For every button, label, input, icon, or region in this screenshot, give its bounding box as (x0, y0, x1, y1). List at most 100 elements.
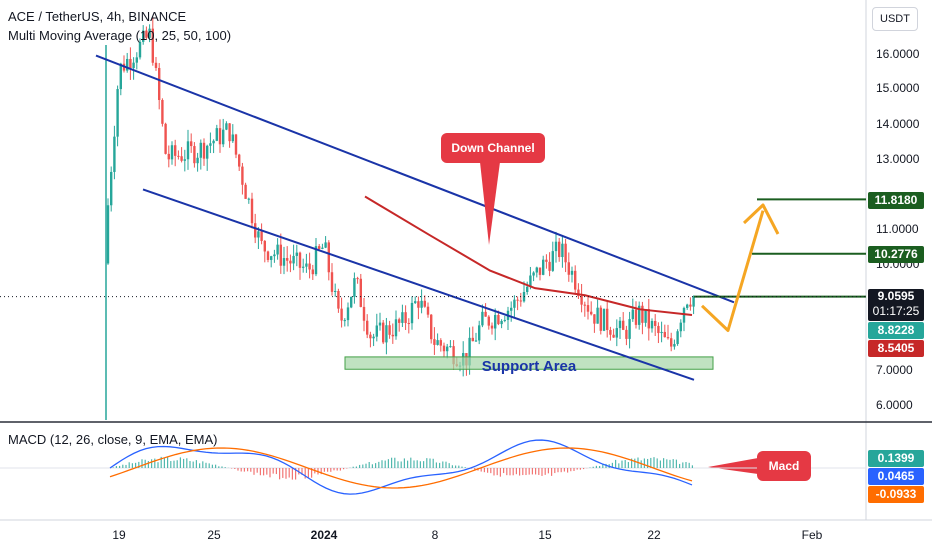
candle-body (628, 319, 631, 339)
candle-body (474, 340, 478, 342)
candle-body (174, 145, 177, 156)
candle-body (516, 299, 519, 301)
candle-body (295, 252, 298, 256)
candle-body (526, 286, 529, 293)
candle-body (180, 156, 183, 161)
candle-body (177, 155, 180, 157)
candle-body (260, 231, 263, 241)
candle-body (356, 278, 359, 280)
candle-body (353, 278, 356, 297)
candle-body (247, 198, 250, 200)
macd-callout: Macd (757, 451, 811, 481)
ma-red-tag: 8.5405 (868, 340, 924, 357)
candle-body (138, 41, 142, 58)
moving-average (364, 195, 693, 316)
candle-body (561, 243, 564, 258)
candle-body (420, 300, 423, 308)
candle-body (548, 261, 551, 271)
candle-body (167, 153, 170, 160)
candle-body (308, 263, 311, 270)
candle-body (481, 311, 484, 326)
candle-body (647, 309, 650, 329)
candle-body (545, 259, 548, 262)
current-price-tag: 9.0595 01:17:25 (868, 289, 924, 321)
candle-body (135, 57, 138, 63)
candle-body (343, 320, 346, 322)
date-tick: 25 (207, 528, 221, 542)
candle-body (654, 320, 657, 326)
candle-body (538, 267, 542, 275)
candle-body (510, 307, 513, 311)
candle-body (375, 325, 378, 337)
candle-body (414, 301, 417, 303)
candle-body (449, 346, 452, 348)
candle-body (686, 304, 689, 308)
price-tick: 14.0000 (876, 117, 920, 131)
candle-body (567, 262, 570, 275)
candle-body (305, 263, 308, 267)
candle-body (372, 336, 375, 339)
candle-body (314, 246, 318, 275)
candle-body (266, 251, 270, 260)
candle-body (282, 258, 286, 266)
candle-body (650, 320, 654, 329)
candle-body (426, 306, 430, 315)
candle-body (318, 246, 321, 249)
candle-body (337, 290, 340, 309)
candle-body (142, 30, 145, 42)
candle-body (292, 255, 295, 264)
candle-body (535, 267, 538, 273)
candle-body (423, 300, 426, 307)
candle-body (129, 58, 132, 68)
candle-body (366, 320, 369, 335)
candle-body (513, 299, 516, 308)
candle-body (478, 325, 481, 341)
currency-button[interactable]: USDT (872, 7, 918, 31)
candle-body (222, 129, 225, 145)
candle-body (218, 128, 222, 145)
macd-panel (0, 439, 866, 495)
candle-body (529, 275, 532, 287)
candle-body (362, 306, 366, 321)
candle-body (609, 329, 612, 335)
candle-body (161, 99, 164, 124)
candle-body (673, 344, 676, 347)
candle-body (148, 28, 151, 38)
candle-body (503, 319, 506, 321)
candle-body (289, 260, 292, 264)
target-high-tag: 11.8180 (868, 192, 924, 209)
candle-body (154, 62, 158, 68)
candle-body (183, 159, 186, 161)
candle-body (593, 314, 596, 324)
candle-body (670, 338, 673, 347)
candle-body (660, 331, 663, 334)
candle-body (346, 307, 350, 321)
signal-line (109, 447, 693, 489)
candle-body (113, 136, 116, 172)
candle-body (394, 319, 398, 337)
candle-body (286, 258, 289, 261)
candle-body (215, 128, 218, 141)
candle-body (663, 331, 666, 338)
candle-body (369, 334, 372, 339)
candle-body (231, 134, 234, 142)
candle-body (532, 272, 535, 276)
candle-body (270, 256, 273, 260)
projection-arrowhead (742, 203, 780, 235)
candle-body (359, 278, 362, 307)
candle-body (350, 296, 353, 308)
candle-body (599, 307, 602, 331)
candle-body (330, 272, 334, 292)
candle-body (190, 141, 193, 147)
candle-body (666, 337, 670, 339)
macd-line (109, 439, 693, 495)
candle-body (484, 311, 487, 317)
support-zone (344, 356, 714, 370)
candle-body (497, 314, 500, 325)
overlays (0, 54, 866, 474)
candle-body (446, 346, 449, 352)
price-tick: 13.0000 (876, 152, 920, 166)
price-tick: 7.0000 (876, 363, 913, 377)
candle-body (407, 323, 410, 325)
chart-title: ACE / TetherUS, 4h, BINANCE (8, 9, 187, 24)
